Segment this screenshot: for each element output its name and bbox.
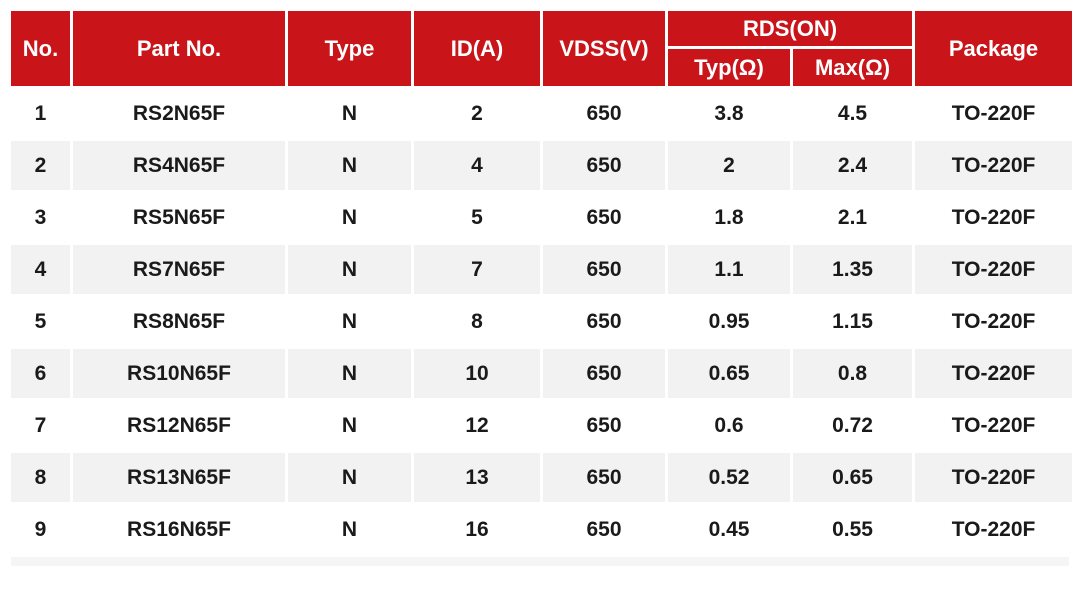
col-header-no: No. (8, 8, 73, 89)
cell-no: 3 (8, 190, 73, 245)
cell-vdss: 650 (540, 294, 668, 349)
col-header-package: Package (912, 8, 1076, 89)
cell-type: N (285, 502, 414, 557)
cell-type: N (285, 138, 414, 193)
cell-part-no: RS8N65F (70, 294, 288, 349)
table-row: 8 RS13N65F N 13 650 0.52 0.65 TO-220F (8, 450, 1076, 505)
cell-rds-max: 0.55 (789, 502, 916, 557)
table-row: 9 RS16N65F N 16 650 0.45 0.55 TO-220F (8, 502, 1076, 557)
cell-type: N (285, 346, 414, 401)
table-row: 6 RS10N65F N 10 650 0.65 0.8 TO-220F (8, 346, 1076, 401)
cell-rds-typ: 1.8 (665, 190, 793, 245)
cell-rds-typ: 1.1 (665, 242, 793, 297)
next-row-cutoff-strip (8, 557, 1072, 566)
cell-id: 13 (411, 450, 543, 505)
col-header-rds-max: Max(Ω) (789, 46, 916, 89)
cell-vdss: 650 (540, 190, 668, 245)
cell-no: 5 (8, 294, 73, 349)
cell-part-no: RS16N65F (70, 502, 288, 557)
cell-vdss: 650 (540, 502, 668, 557)
cell-type: N (285, 294, 414, 349)
page: No. Part No. Type ID(A) VDSS(V) RDS(ON) … (8, 8, 1076, 566)
cell-type: N (285, 398, 414, 453)
col-header-type: Type (285, 8, 414, 89)
cell-part-no: RS4N65F (70, 138, 288, 193)
cell-rds-typ: 3.8 (665, 86, 793, 141)
cell-rds-max: 2.1 (789, 190, 916, 245)
cell-no: 6 (8, 346, 73, 401)
cell-no: 7 (8, 398, 73, 453)
cell-type: N (285, 86, 414, 141)
table-row: 3 RS5N65F N 5 650 1.8 2.1 TO-220F (8, 190, 1076, 245)
cell-id: 16 (411, 502, 543, 557)
cell-vdss: 650 (540, 242, 668, 297)
cell-id: 12 (411, 398, 543, 453)
cell-type: N (285, 242, 414, 297)
cell-rds-typ: 0.45 (665, 502, 793, 557)
cell-no: 4 (8, 242, 73, 297)
cell-part-no: RS7N65F (70, 242, 288, 297)
cell-no: 2 (8, 138, 73, 193)
cell-rds-max: 4.5 (789, 86, 916, 141)
table-row: 5 RS8N65F N 8 650 0.95 1.15 TO-220F (8, 294, 1076, 349)
cell-no: 9 (8, 502, 73, 557)
cell-package: TO-220F (912, 86, 1076, 141)
cell-no: 1 (8, 86, 73, 141)
table-row: 7 RS12N65F N 12 650 0.6 0.72 TO-220F (8, 398, 1076, 453)
cell-id: 10 (411, 346, 543, 401)
cell-rds-typ: 0.65 (665, 346, 793, 401)
table-row: 2 RS4N65F N 4 650 2 2.4 TO-220F (8, 138, 1076, 193)
cell-part-no: RS12N65F (70, 398, 288, 453)
cell-rds-typ: 2 (665, 138, 793, 193)
cell-rds-typ: 0.52 (665, 450, 793, 505)
table-row: 1 RS2N65F N 2 650 3.8 4.5 TO-220F (8, 86, 1076, 141)
cell-rds-max: 1.35 (789, 242, 916, 297)
cell-package: TO-220F (912, 346, 1076, 401)
cell-vdss: 650 (540, 450, 668, 505)
cell-vdss: 650 (540, 138, 668, 193)
mosfet-selection-table: No. Part No. Type ID(A) VDSS(V) RDS(ON) … (8, 8, 1076, 557)
cell-vdss: 650 (540, 398, 668, 453)
cell-type: N (285, 450, 414, 505)
cell-package: TO-220F (912, 450, 1076, 505)
cell-part-no: RS10N65F (70, 346, 288, 401)
cell-package: TO-220F (912, 502, 1076, 557)
col-header-part-no: Part No. (70, 8, 288, 89)
cell-rds-typ: 0.6 (665, 398, 793, 453)
cell-id: 7 (411, 242, 543, 297)
cell-part-no: RS13N65F (70, 450, 288, 505)
cell-rds-max: 1.15 (789, 294, 916, 349)
cell-rds-typ: 0.95 (665, 294, 793, 349)
cell-no: 8 (8, 450, 73, 505)
cell-rds-max: 0.72 (789, 398, 916, 453)
col-header-id: ID(A) (411, 8, 543, 89)
table-row: 4 RS7N65F N 7 650 1.1 1.35 TO-220F (8, 242, 1076, 297)
cell-vdss: 650 (540, 346, 668, 401)
cell-id: 5 (411, 190, 543, 245)
cell-package: TO-220F (912, 138, 1076, 193)
cell-vdss: 650 (540, 86, 668, 141)
col-header-rds-group: RDS(ON) (664, 8, 916, 49)
cell-id: 4 (411, 138, 543, 193)
cell-part-no: RS2N65F (70, 86, 288, 141)
cell-package: TO-220F (912, 294, 1076, 349)
cell-rds-max: 0.8 (789, 346, 916, 401)
table-body: 1 RS2N65F N 2 650 3.8 4.5 TO-220F 2 RS4N… (8, 86, 1076, 557)
col-header-vdss: VDSS(V) (540, 8, 668, 89)
cell-package: TO-220F (912, 190, 1076, 245)
cell-package: TO-220F (912, 398, 1076, 453)
table-header: No. Part No. Type ID(A) VDSS(V) RDS(ON) … (8, 8, 1076, 89)
col-header-rds-typ: Typ(Ω) (665, 46, 793, 89)
cell-rds-max: 2.4 (789, 138, 916, 193)
cell-part-no: RS5N65F (70, 190, 288, 245)
cell-rds-max: 0.65 (789, 450, 916, 505)
cell-package: TO-220F (912, 242, 1076, 297)
cell-id: 2 (411, 86, 543, 141)
cell-type: N (285, 190, 414, 245)
cell-id: 8 (411, 294, 543, 349)
